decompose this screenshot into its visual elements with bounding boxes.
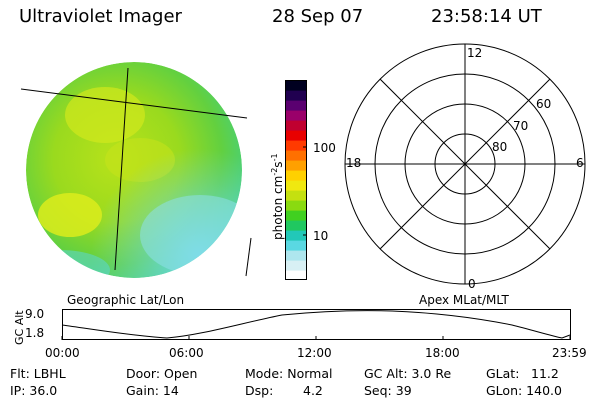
info-gc-alt: GC Alt: 3.0 Re bbox=[364, 366, 452, 381]
altitude-xtick-0600: 06:00 bbox=[169, 346, 204, 360]
altitude-ytick-max: 9.0 bbox=[25, 307, 45, 321]
mlt-label-0: 0 bbox=[468, 277, 476, 291]
info-door: Door: Open bbox=[126, 366, 198, 381]
time-label: 23:58:14 UT bbox=[431, 6, 542, 27]
colorbar-cell bbox=[285, 90, 307, 101]
lat-label-70: 70 bbox=[513, 119, 529, 133]
altitude-ytick-min: 1.8 bbox=[25, 326, 45, 340]
right-panel-label: Apex MLat/MLT bbox=[419, 293, 509, 307]
colorbar-cell bbox=[285, 140, 307, 151]
colorbar-cell bbox=[285, 230, 307, 241]
info-glat-value: 11.2 bbox=[531, 366, 559, 381]
colorbar-cell bbox=[285, 80, 307, 91]
lat-label-60: 60 bbox=[536, 97, 552, 111]
altitude-xtick-0000: 00:00 bbox=[45, 346, 80, 360]
instrument-title: Ultraviolet Imager bbox=[19, 6, 182, 27]
date-label: 28 Sep 07 bbox=[272, 6, 364, 27]
info-glat-label: GLat: bbox=[486, 366, 520, 381]
geographic-image bbox=[20, 62, 252, 278]
earth-disk bbox=[26, 62, 242, 278]
mlt-label-18: 18 bbox=[346, 156, 362, 170]
colorbar bbox=[285, 80, 307, 281]
info-ip: IP: 36.0 bbox=[10, 383, 58, 398]
colorbar-cell bbox=[285, 160, 307, 171]
mlt-label-12: 12 bbox=[467, 46, 483, 60]
altitude-xtick-2359: 23:59 bbox=[552, 346, 587, 360]
colorbar-cell bbox=[285, 250, 307, 261]
colorbar-cell bbox=[285, 260, 307, 271]
info-gain: Gain: 14 bbox=[126, 383, 179, 398]
info-filter: Flt: LBHL bbox=[10, 366, 66, 381]
colorbar-tick-10: 10 bbox=[313, 229, 329, 243]
info-dsp-label: Dsp: bbox=[245, 383, 274, 398]
lon-line bbox=[114, 67, 129, 271]
colorbar-cell bbox=[285, 110, 307, 121]
colorbar-cell bbox=[285, 170, 307, 181]
colorbar-cell bbox=[285, 180, 307, 191]
colorbar-cell bbox=[285, 120, 307, 131]
colorbar-cell bbox=[285, 220, 307, 231]
info-glon: GLon: 140.0 bbox=[486, 383, 562, 398]
colorbar-cell bbox=[285, 190, 307, 201]
altitude-curve bbox=[61, 310, 571, 339]
colorbar-cell bbox=[285, 150, 307, 161]
info-dsp-value: 4.2 bbox=[303, 383, 323, 398]
colorbar-cell bbox=[285, 210, 307, 221]
left-panel-label: Geographic Lat/Lon bbox=[67, 293, 185, 307]
altitude-plot bbox=[61, 309, 571, 340]
colorbar-cell bbox=[285, 130, 307, 141]
colorbar-unit-label: photon cm-2s-1 bbox=[270, 153, 285, 240]
altitude-xtick-1200: 12:00 bbox=[297, 346, 332, 360]
lat-label-80: 80 bbox=[492, 140, 508, 154]
polar-grid bbox=[344, 43, 586, 285]
info-seq: Seq: 39 bbox=[364, 383, 412, 398]
colorbar-cell bbox=[285, 200, 307, 211]
colorbar-tick-100: 100 bbox=[313, 141, 336, 155]
colorbar-cell bbox=[285, 100, 307, 111]
info-mode: Mode: Normal bbox=[245, 366, 333, 381]
colorbar-cell bbox=[285, 240, 307, 251]
colorbar-cell bbox=[285, 270, 307, 281]
colorbar-cells bbox=[285, 80, 307, 281]
lat-line bbox=[20, 88, 248, 119]
mlt-label-6: 6 bbox=[576, 156, 584, 170]
altitude-xtick-1800: 18:00 bbox=[425, 346, 460, 360]
edge-tick bbox=[245, 237, 252, 277]
